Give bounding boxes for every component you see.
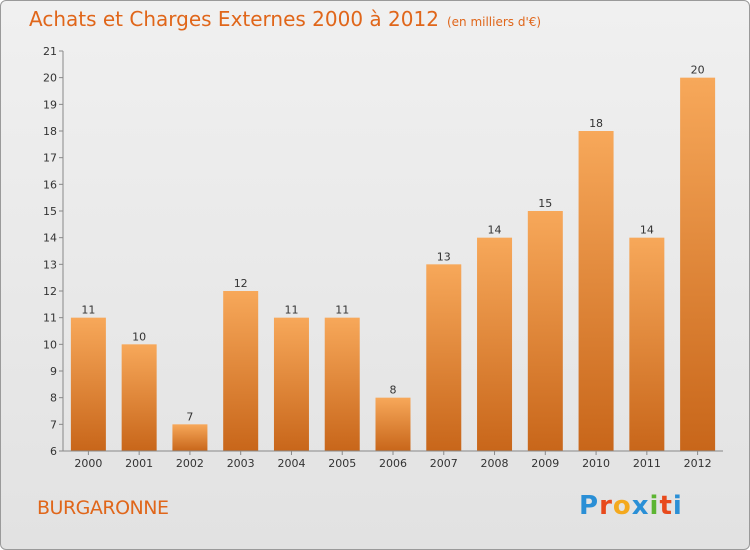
x-tick-label: 2008 [481, 457, 509, 470]
y-tick-label: 10 [43, 338, 57, 351]
bar-2012 [680, 77, 716, 452]
logo-letter: r [599, 491, 613, 521]
x-tick-label: 2010 [582, 457, 610, 470]
y-tick-label: 16 [43, 178, 57, 191]
bar-2011 [629, 237, 665, 451]
y-tick-label: 12 [43, 285, 57, 298]
bar-2001 [121, 344, 157, 451]
bar-2005 [324, 317, 360, 451]
y-tick-label: 21 [43, 45, 57, 58]
bar-2004 [273, 317, 309, 451]
bar-2002 [172, 424, 208, 451]
proxiti-logo: Proxiti [579, 491, 683, 521]
data-label: 11 [284, 304, 298, 317]
data-label: 15 [538, 197, 552, 210]
x-tick-label: 2012 [684, 457, 712, 470]
x-tick-label: 2009 [531, 457, 559, 470]
data-label: 8 [390, 384, 397, 397]
logo-letter: x [631, 491, 650, 521]
logo-letter: i [672, 491, 683, 521]
chart-subtitle: (en milliers d'€) [446, 15, 542, 29]
x-tick-label: 2000 [74, 457, 102, 470]
y-tick-label: 14 [43, 232, 57, 245]
data-label: 11 [81, 304, 95, 317]
x-tick-label: 2011 [633, 457, 661, 470]
bar-2010 [578, 131, 614, 451]
bar-2006 [375, 397, 411, 451]
logo-letter: P [579, 491, 600, 521]
data-label: 20 [691, 64, 705, 77]
data-label: 18 [589, 117, 603, 130]
bar-2000 [70, 317, 106, 451]
data-label: 13 [437, 250, 451, 263]
x-tick-label: 2003 [227, 457, 255, 470]
y-tick-label: 8 [50, 392, 57, 405]
y-tick-label: 13 [43, 258, 57, 271]
y-tick-label: 18 [43, 125, 57, 138]
data-label: 14 [640, 224, 654, 237]
bar-2008 [477, 237, 513, 451]
y-tick-label: 19 [43, 98, 57, 111]
y-tick-label: 15 [43, 205, 57, 218]
commune-name: BURGARONNE [37, 497, 169, 519]
data-label: 11 [335, 304, 349, 317]
y-tick-label: 20 [43, 72, 57, 85]
x-tick-label: 2006 [379, 457, 407, 470]
data-label: 14 [488, 224, 502, 237]
x-tick-label: 2002 [176, 457, 204, 470]
chart-title: Achats et Charges Externes 2000 à 2012 (e… [29, 7, 541, 31]
bar-2007 [426, 264, 462, 451]
y-tick-label: 7 [50, 418, 57, 431]
bar-2009 [527, 211, 563, 451]
y-tick-label: 17 [43, 152, 57, 165]
y-tick-label: 9 [50, 365, 57, 378]
x-tick-label: 2007 [430, 457, 458, 470]
chart-title-text: Achats et Charges Externes 2000 à 2012 [29, 7, 439, 31]
logo-letter: t [659, 491, 673, 521]
x-tick-label: 2005 [328, 457, 356, 470]
data-label: 7 [186, 410, 193, 423]
logo-letter: i [649, 491, 660, 521]
x-tick-label: 2004 [277, 457, 305, 470]
y-tick-label: 6 [50, 445, 57, 458]
bar-2003 [223, 291, 259, 451]
logo-letter: o [612, 491, 632, 521]
y-tick-label: 11 [43, 312, 57, 325]
x-tick-label: 2001 [125, 457, 153, 470]
data-label: 12 [234, 277, 248, 290]
data-label: 10 [132, 330, 146, 343]
